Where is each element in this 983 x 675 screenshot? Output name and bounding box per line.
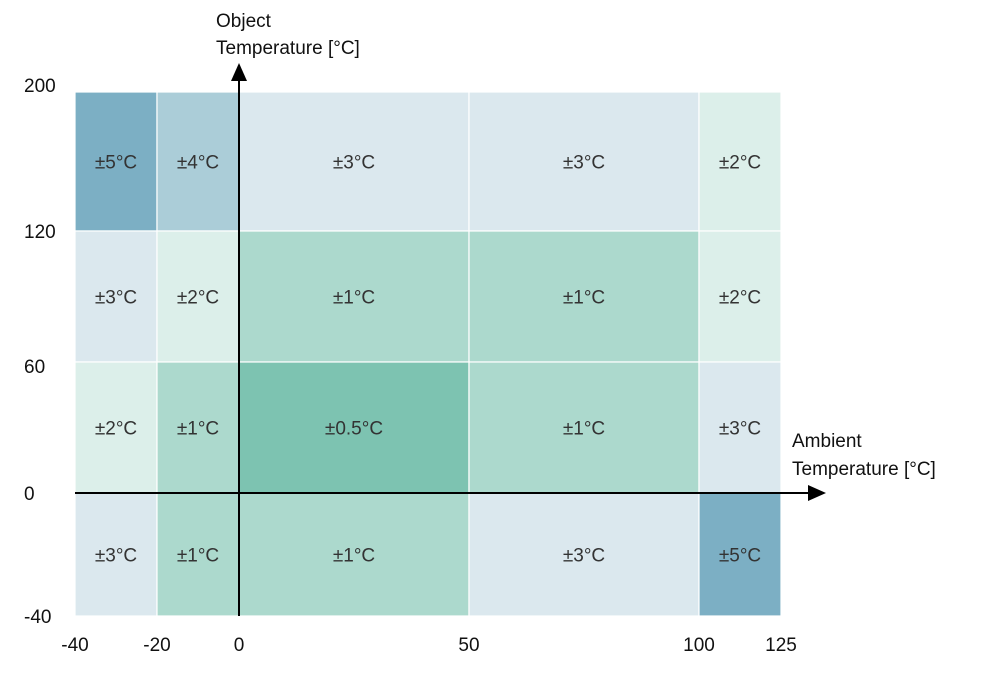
heatmap-cell — [468, 91, 700, 232]
cell-value-label: ±3°C — [95, 288, 137, 309]
x-axis-arrow-icon — [808, 485, 826, 501]
cell-value-label: ±1°C — [563, 419, 605, 440]
cell-value-label: ±4°C — [177, 153, 219, 174]
heatmap-cell — [698, 230, 782, 363]
cell-value-label: ±3°C — [719, 419, 761, 440]
y-tick-label: 200 — [24, 76, 56, 97]
x-tick-label: 50 — [458, 635, 479, 656]
y-tick-label: -40 — [24, 607, 51, 628]
heatmap-cells — [74, 91, 782, 617]
heatmap-cell — [74, 230, 158, 363]
cell-value-label: ±5°C — [95, 153, 137, 174]
x-axis-title-line-2: Temperature [°C] — [792, 459, 936, 480]
y-axis-title-line-1: Object — [216, 11, 272, 32]
x-axis-title-line-1: Ambient — [792, 431, 862, 452]
heatmap-cell-labels: ±5°C ±4°C ±3°C ±3°C ±2°C ±3°C ±2°C ±1°C ±1°C ±2°C… — [95, 153, 761, 567]
y-axis-title-line-2: Temperature [°C] — [216, 38, 360, 59]
x-tick-label: 100 — [683, 635, 715, 656]
x-tick-label: -40 — [61, 635, 88, 656]
cell-value-label: ±3°C — [563, 153, 605, 174]
tick-labels: -40 -20 0 50 100 125 -40 0 60 120 200 — [24, 76, 797, 656]
heatmap-cell — [156, 361, 240, 494]
cell-value-label: ±3°C — [563, 546, 605, 567]
cell-value-label: ±0.5°C — [325, 419, 383, 440]
axes — [75, 63, 826, 616]
heatmap-cell — [156, 91, 240, 232]
cell-value-label: ±1°C — [333, 288, 375, 309]
axis-titles: Object Temperature [°C] Ambient Temperature… — [216, 11, 936, 480]
x-tick-label: 0 — [234, 635, 245, 656]
cell-value-label: ±2°C — [719, 153, 761, 174]
x-tick-label: -20 — [143, 635, 170, 656]
heatmap-cell — [468, 361, 700, 494]
cell-value-label: ±2°C — [177, 288, 219, 309]
cell-value-label: ±3°C — [333, 153, 375, 174]
heatmap-cell — [468, 492, 700, 617]
heatmap-cell — [698, 492, 782, 617]
y-tick-label: 60 — [24, 357, 45, 378]
heatmap-cell — [698, 91, 782, 232]
y-axis-arrow-icon — [231, 63, 247, 81]
heatmap-cell — [238, 230, 470, 363]
heatmap-cell — [238, 91, 470, 232]
cell-value-label: ±5°C — [719, 546, 761, 567]
heatmap-cell — [74, 91, 158, 232]
y-tick-label: 0 — [24, 484, 35, 505]
heatmap-cell — [698, 361, 782, 494]
y-tick-label: 120 — [24, 222, 56, 243]
cell-value-label: ±2°C — [719, 288, 761, 309]
heatmap-cell — [156, 492, 240, 617]
cell-value-label: ±1°C — [333, 546, 375, 567]
x-tick-label: 125 — [765, 635, 797, 656]
cell-value-label: ±1°C — [563, 288, 605, 309]
cell-value-label: ±1°C — [177, 419, 219, 440]
heatmap-cell — [74, 492, 158, 617]
cell-value-label: ±1°C — [177, 546, 219, 567]
heatmap-cell — [238, 361, 470, 494]
cell-value-label: ±2°C — [95, 419, 137, 440]
cell-value-label: ±3°C — [95, 546, 137, 567]
